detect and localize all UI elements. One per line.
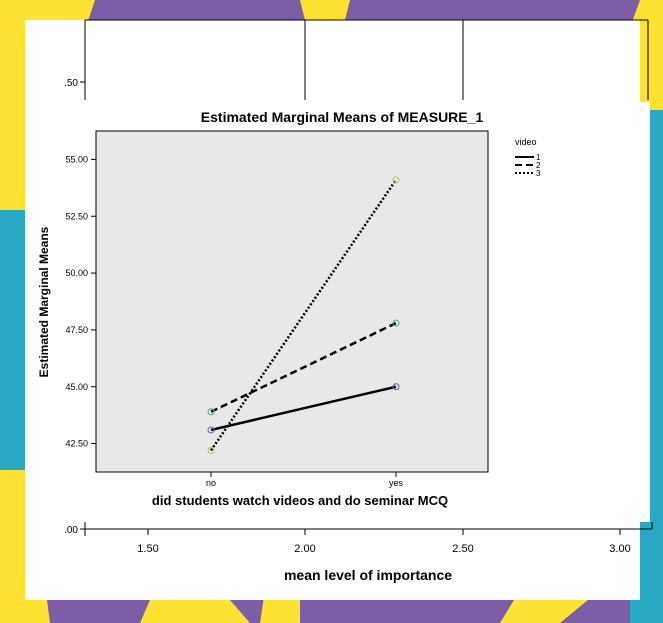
- series-line: [209, 179, 398, 452]
- bg-y-tick-bottom: .00: [64, 525, 78, 536]
- series-group: [207, 176, 400, 454]
- x-tick-label: yes: [389, 478, 404, 488]
- x-axis: no yes: [206, 472, 404, 488]
- data-point: [207, 408, 215, 416]
- y-tick-label: 55.00: [65, 154, 88, 164]
- data-point: [207, 446, 215, 454]
- plot-area: [95, 130, 489, 473]
- legend-title: video: [515, 137, 537, 147]
- legend-label: 1: [536, 153, 541, 162]
- emm-chart: Estimated Marginal Means of MEASURE_1 42…: [25, 102, 650, 522]
- y-tick-label: 42.50: [65, 439, 88, 449]
- bg-x-tick: 2.50: [452, 543, 473, 555]
- bg-y-tick-top: .50: [64, 78, 78, 89]
- series-line: [210, 385, 397, 432]
- legend-label: 3: [536, 169, 541, 178]
- x-tick-label: no: [206, 478, 216, 488]
- chart-title: Estimated Marginal Means of MEASURE_1: [201, 109, 484, 125]
- bg-x-axis-label: mean level of importance: [284, 567, 452, 583]
- y-tick-label: 52.50: [65, 211, 88, 221]
- bg-x-tick: 2.00: [294, 543, 315, 555]
- legend: video 123: [515, 137, 541, 178]
- legend-label: 2: [536, 161, 541, 170]
- data-point: [392, 383, 400, 391]
- data-point: [207, 426, 215, 434]
- y-tick-label: 45.00: [65, 382, 88, 392]
- data-point: [392, 176, 400, 184]
- bg-x-tick: 3.00: [609, 543, 630, 555]
- bg-x-tick: 1.50: [137, 543, 158, 555]
- background-chart: [80, 19, 653, 536]
- y-axis-label: Estimated Marginal Means: [37, 226, 51, 377]
- y-tick-label: 50.00: [65, 268, 88, 278]
- x-axis-label: did students watch videos and do seminar…: [152, 493, 448, 508]
- y-tick-label: 47.50: [65, 325, 88, 335]
- series-line: [210, 321, 397, 413]
- data-point: [392, 319, 400, 327]
- y-axis: 42.50 45.00 47.50 50.00 52.50 55.00: [65, 154, 96, 449]
